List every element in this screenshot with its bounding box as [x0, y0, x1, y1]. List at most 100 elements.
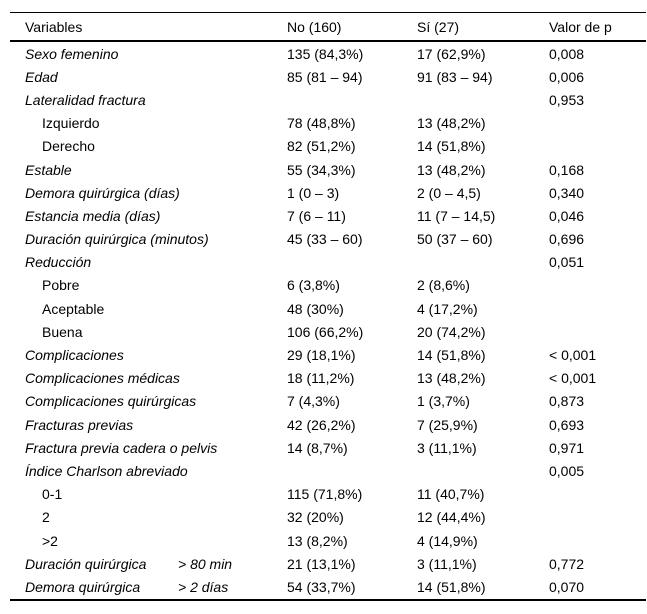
table-row: Aceptable 48 (30%) 4 (17,2%)	[10, 297, 646, 320]
table-row: Buena 106 (66,2%) 20 (74,2%)	[10, 320, 646, 343]
table-row: Fractura previa cadera o pelvis 14 (8,7%)…	[10, 436, 646, 459]
cell-p-value: 0,006	[549, 68, 585, 85]
cell-si-group: 4 (14,9%)	[417, 532, 478, 549]
row-label: Izquierdo	[42, 115, 100, 132]
cell-variable: Fracturas previas	[10, 417, 287, 433]
cell-no-group: 45 (33 – 60)	[287, 231, 363, 248]
row-label: Fracturas previas	[25, 416, 134, 433]
row-label: Aceptable	[42, 300, 105, 317]
cell-si-group: 11 (40,7%)	[417, 486, 485, 503]
cell-si-group: 91 (83 – 94)	[417, 68, 493, 85]
cell-si-group: 3 (11,1%)	[417, 439, 477, 456]
cell-si-group: 1 (3,7%)	[417, 393, 470, 410]
cell-variable: Aceptable	[10, 301, 287, 317]
row-label: Índice Charlson abreviado	[25, 462, 188, 479]
cell-si-group: 14 (51,8%)	[417, 347, 486, 364]
table-row: Estancia media (días) 7 (6 – 11) 11 (7 – 1…	[10, 204, 646, 227]
row-label-threshold: > 2 días	[178, 578, 229, 595]
cell-si-group: 17 (62,9%)	[417, 45, 486, 62]
row-label: Sexo femenino	[25, 45, 119, 62]
column-header-p-value: Valor de p	[549, 18, 612, 35]
row-label: Estancia media (días)	[25, 207, 161, 224]
stats-table: Variables No (160) Sí (27) Valor de p Se…	[10, 12, 646, 601]
row-label: Reducción	[25, 254, 92, 271]
table-row: Demora quirúrgica (días) 1 (0 – 3) 2 (0 – …	[10, 181, 646, 204]
cell-no-group: 54 (33,7%)	[287, 578, 356, 595]
cell-variable: Lateralidad fractura	[10, 92, 287, 108]
cell-variable: Demora quirúrgica (días)	[10, 185, 287, 201]
cell-p-value: 0,340	[549, 184, 585, 201]
cell-si-group: 4 (17,2%)	[417, 300, 478, 317]
cell-no-group: 115 (71,8%)	[287, 486, 363, 503]
cell-si-group: 13 (48,2%)	[417, 161, 486, 178]
cell-variable: 0-1	[10, 486, 287, 502]
table-row: Duración quirúrgica > 80 min 21 (13,1%) 3 (…	[10, 552, 646, 575]
cell-variable: Estancia media (días)	[10, 208, 287, 224]
table-row: 2 32 (20%) 12 (44,4%)	[10, 506, 646, 529]
row-label: Complicaciones quirúrgicas	[25, 393, 197, 410]
cell-variable: Índice Charlson abreviado	[10, 463, 287, 479]
cell-no-group: 18 (11,2%)	[287, 370, 355, 387]
table-row: Complicaciones médicas 18 (11,2%) 13 (48,2…	[10, 367, 646, 390]
cell-no-group: 1 (0 – 3)	[287, 184, 340, 201]
table-row: Pobre 6 (3,8%) 2 (8,6%)	[10, 274, 646, 297]
row-label-threshold: > 80 min	[178, 555, 233, 572]
row-label: Edad	[25, 68, 58, 85]
cell-variable: Complicaciones	[10, 347, 287, 363]
row-label: Demora quirúrgica (días)	[25, 184, 180, 201]
row-label: Demora quirúrgica	[25, 578, 141, 595]
cell-si-group: 7 (25,9%)	[417, 416, 478, 433]
cell-p-value: 0,070	[549, 578, 585, 595]
row-label: Pobre	[42, 277, 80, 294]
cell-no-group: 29 (18,1%)	[287, 347, 356, 364]
cell-variable: Derecho	[10, 138, 287, 154]
cell-variable: Duración quirúrgica (minutos)	[10, 231, 287, 247]
cell-si-group: 13 (48,2%)	[417, 370, 486, 387]
row-label: Lateralidad fractura	[25, 91, 146, 108]
row-label: Fractura previa cadera o pelvis	[25, 439, 218, 456]
table-header-row: Variables No (160) Sí (27) Valor de p	[10, 13, 646, 42]
column-header-no: No (160)	[287, 18, 342, 35]
table-row: 0-1 115 (71,8%) 11 (40,7%)	[10, 483, 646, 506]
cell-no-group: 78 (48,8%)	[287, 115, 356, 132]
table-row: Derecho 82 (51,2%) 14 (51,8%)	[10, 135, 646, 158]
table-row: Complicaciones 29 (18,1%) 14 (51,8%) < 0,00…	[10, 343, 646, 366]
cell-si-group: 13 (48,2%)	[417, 115, 486, 132]
cell-no-group: 6 (3,8%)	[287, 277, 340, 294]
row-label: >2	[42, 532, 58, 549]
row-label: 2	[42, 509, 50, 526]
row-label: Derecho	[42, 138, 95, 155]
cell-no-group: 7 (4,3%)	[287, 393, 340, 410]
cell-p-value: < 0,001	[549, 370, 597, 387]
cell-si-group: 12 (44,4%)	[417, 509, 486, 526]
cell-no-group: 135 (84,3%)	[287, 45, 364, 62]
cell-si-group: 2 (8,6%)	[417, 277, 470, 294]
cell-no-group: 32 (20%)	[287, 509, 344, 526]
cell-variable: Estable	[10, 162, 287, 178]
table-row: Fracturas previas 42 (26,2%) 7 (25,9%) 0,69…	[10, 413, 646, 436]
row-label: 0-1	[42, 486, 63, 503]
cell-p-value: 0,005	[549, 462, 585, 479]
cell-variable: Edad	[10, 69, 287, 85]
cell-no-group: 48 (30%)	[287, 300, 344, 317]
cell-variable: Fractura previa cadera o pelvis	[10, 440, 287, 456]
cell-variable: Complicaciones médicas	[10, 370, 287, 386]
cell-variable: Demora quirúrgica > 2 días	[10, 579, 287, 595]
table-row: >2 13 (8,2%) 4 (14,9%)	[10, 529, 646, 552]
table-row: Reducción 0,051	[10, 251, 646, 274]
cell-si-group: 20 (74,2%)	[417, 323, 486, 340]
table-row: Edad 85 (81 – 94) 91 (83 – 94) 0,006	[10, 65, 646, 88]
row-label: Estable	[25, 161, 72, 178]
cell-variable: Reducción	[10, 254, 287, 270]
table-row: Lateralidad fractura 0,953	[10, 88, 646, 111]
table-row: Sexo femenino 135 (84,3%) 17 (62,9%) 0,008	[10, 42, 646, 65]
table-row: Índice Charlson abreviado 0,005	[10, 459, 646, 482]
column-header-si: Sí (27)	[417, 18, 460, 35]
table-row: Demora quirúrgica > 2 días 54 (33,7%) 14 (5…	[10, 575, 646, 598]
cell-variable: Duración quirúrgica > 80 min	[10, 556, 287, 572]
cell-p-value: 0,168	[549, 161, 585, 178]
cell-si-group: 50 (37 – 60)	[417, 231, 493, 248]
cell-no-group: 21 (13,1%)	[287, 555, 356, 572]
cell-variable: >2	[10, 533, 287, 549]
row-label: Buena	[42, 323, 83, 340]
